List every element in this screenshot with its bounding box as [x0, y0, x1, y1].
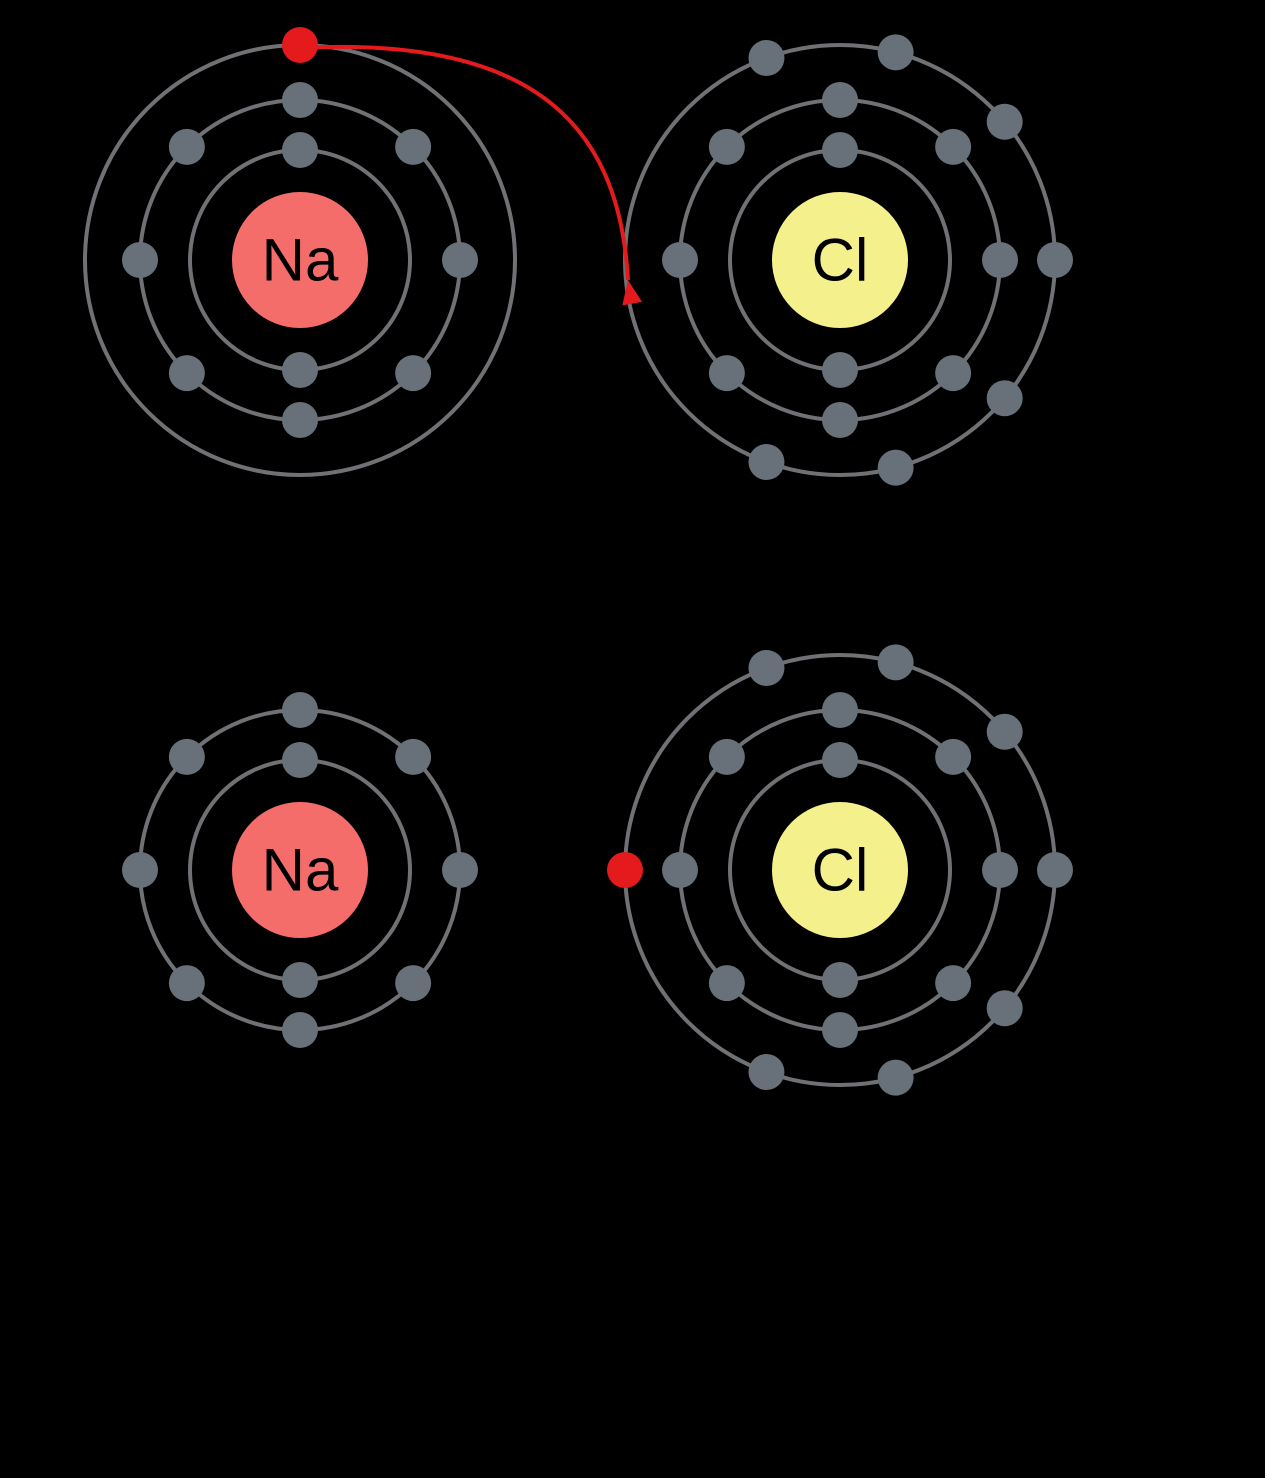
na-before-electron-s2-4 — [122, 242, 158, 278]
cl-after-electron-s2-3 — [709, 739, 745, 775]
cl-before-electron-s3-5 — [878, 450, 914, 486]
cl-after-electron-s2-8 — [982, 852, 1018, 888]
na-after-electron-s2-6 — [282, 1012, 318, 1048]
cl-after-electron-s2-6 — [822, 1012, 858, 1048]
cl-before-electron-s1-1 — [822, 132, 858, 168]
cl-after-electron-s2-7 — [935, 965, 971, 1001]
cl-before-electron-s3-4 — [748, 444, 784, 480]
cl-after-electron-s3-1 — [987, 714, 1023, 750]
cl-after-charge: − — [1065, 632, 1094, 688]
cl-after-electron-s1-2 — [822, 962, 858, 998]
na-before-electron-s2-3 — [169, 129, 205, 165]
cl-after-electron-s2-5 — [709, 965, 745, 1001]
na-after-charge: + — [475, 672, 504, 728]
cl-before-label: Cl — [812, 227, 869, 294]
cl-before-electron-s3-1 — [987, 104, 1023, 140]
cl-after-electron-s1-1 — [822, 742, 858, 778]
na-before-electron-s2-1 — [395, 129, 431, 165]
na-after-label: Na — [262, 837, 339, 904]
na-after-electron-s2-7 — [395, 965, 431, 1001]
na-before-electron-s2-7 — [395, 355, 431, 391]
cl-before-electron-s2-1 — [935, 129, 971, 165]
cl-after-electron-s3-3 — [748, 650, 784, 686]
background — [0, 0, 1265, 1478]
cl-before-electron-s3-2 — [878, 34, 914, 70]
cl-after-electron-s3-2 — [878, 644, 914, 680]
na-before-electron-s2-5 — [169, 355, 205, 391]
cl-after-electron-s3-7 — [1037, 852, 1073, 888]
cl-before-electron-s2-8 — [982, 242, 1018, 278]
na-after-electron-s1-1 — [282, 742, 318, 778]
na-after-electron-s2-1 — [395, 739, 431, 775]
cl-before-electron-s3-6 — [987, 380, 1023, 416]
cl-after-electron-s2-4 — [662, 852, 698, 888]
na-after-electron-s1-2 — [282, 962, 318, 998]
cl-after-transferred-electron-s3-1 — [607, 852, 643, 888]
cl-after-electron-s3-4 — [748, 1054, 784, 1090]
na-before-electron-s1-2 — [282, 352, 318, 388]
na-before-electron-s2-8 — [442, 242, 478, 278]
na-after-electron-s2-4 — [122, 852, 158, 888]
cl-after-electron-s2-2 — [822, 692, 858, 728]
cl-before-electron-s3-7 — [1037, 242, 1073, 278]
cl-after-electron-s3-6 — [987, 990, 1023, 1026]
cl-before-electron-s2-4 — [662, 242, 698, 278]
na-after-electron-s2-8 — [442, 852, 478, 888]
na-after-electron-s2-3 — [169, 739, 205, 775]
na-before-transferred-electron-s3-1 — [282, 27, 318, 63]
na-before-electron-s1-1 — [282, 132, 318, 168]
na-after-electron-s2-2 — [282, 692, 318, 728]
cl-before-electron-s2-3 — [709, 129, 745, 165]
cl-after-electron-s3-5 — [878, 1060, 914, 1096]
cl-before-electron-s2-7 — [935, 355, 971, 391]
cl-before-electron-s1-2 — [822, 352, 858, 388]
na-before-electron-s2-2 — [282, 82, 318, 118]
cl-before-electron-s2-2 — [822, 82, 858, 118]
ionic-bond-diagram: Na Cl Na + Cl − — [0, 0, 1265, 1478]
cl-before-electron-s3-3 — [748, 40, 784, 76]
cl-before-electron-s2-5 — [709, 355, 745, 391]
na-after-electron-s2-5 — [169, 965, 205, 1001]
na-before-label: Na — [262, 227, 339, 294]
cl-after-electron-s2-1 — [935, 739, 971, 775]
cl-after-label: Cl — [812, 837, 869, 904]
na-before-electron-s2-6 — [282, 402, 318, 438]
cl-before-electron-s2-6 — [822, 402, 858, 438]
